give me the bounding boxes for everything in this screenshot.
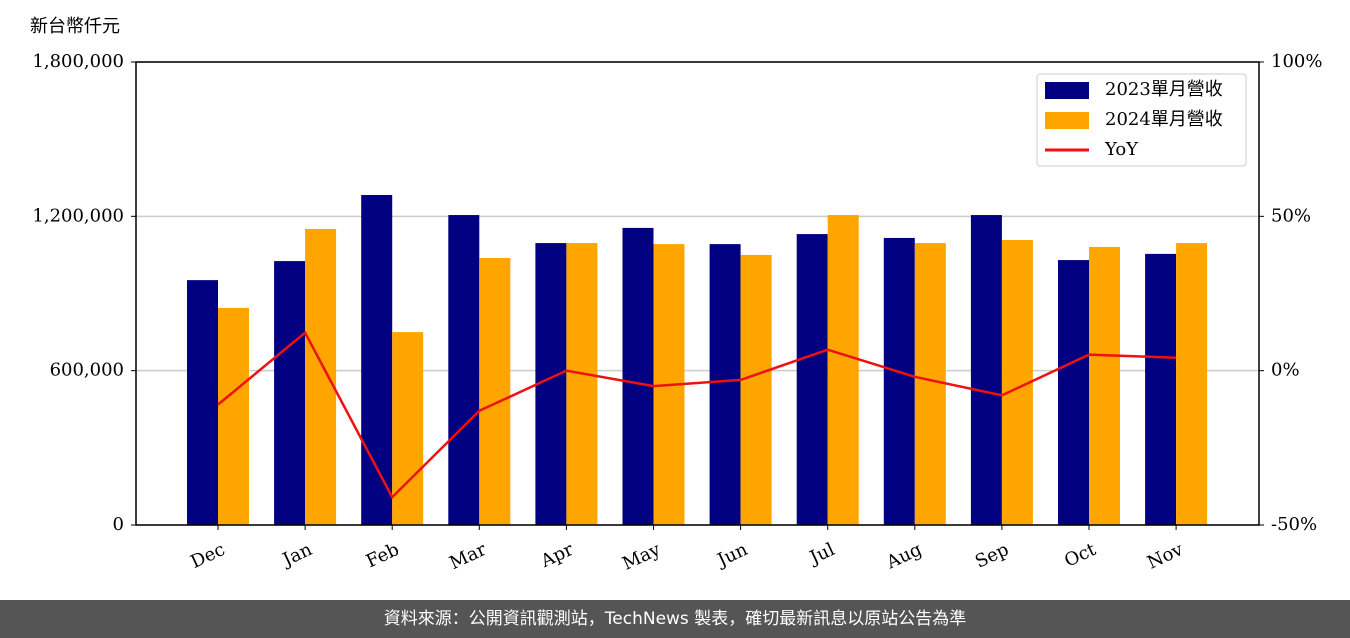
- bar: [883, 237, 915, 525]
- x-tick-label: Dec: [187, 539, 228, 573]
- bar: [622, 227, 654, 526]
- chart: 新台幣仟元 0 600,000 1,200,000 1,800,000 -50% 0% 50…: [30, 16, 1322, 575]
- bar: [535, 243, 567, 525]
- x-tick-label: Mar: [446, 539, 489, 574]
- x-tick-label: Feb: [363, 539, 402, 572]
- legend-swatch: [1045, 112, 1089, 129]
- y-axis-unit: 新台幣仟元: [30, 16, 120, 37]
- x-tick-label: Oct: [1061, 539, 1100, 572]
- y2-tick-label: -50%: [1271, 514, 1317, 535]
- plot-frame: [135, 61, 1260, 526]
- x-tick-label: May: [619, 539, 664, 575]
- x-tick-label: Aug: [883, 539, 926, 574]
- x-tick-label: Sep: [972, 539, 1012, 573]
- bar: [361, 194, 393, 525]
- legend-swatch: [1045, 82, 1089, 99]
- x-tick-label: Jul: [805, 539, 838, 569]
- bar: [1089, 246, 1120, 525]
- y-tick-label: 600,000: [50, 360, 124, 381]
- legend-label: 2023單月營收: [1105, 79, 1223, 100]
- y-tick-label: 1,800,000: [32, 51, 124, 72]
- x-tick-label: Jun: [713, 539, 752, 572]
- bar: [274, 261, 306, 525]
- x-tick-label: Jan: [278, 539, 316, 572]
- bar: [392, 332, 424, 525]
- bar: [1176, 243, 1208, 525]
- bar: [305, 228, 337, 525]
- footer: 資料來源：公開資訊觀測站，TechNews 製表，確切最新訊息以原站公告為準: [0, 600, 1350, 638]
- legend-box: [1036, 73, 1247, 167]
- bar: [218, 307, 249, 525]
- y2-tick-label: 0%: [1271, 360, 1300, 381]
- y2-tick-label: 100%: [1271, 51, 1322, 72]
- x-tick-label: Nov: [1144, 539, 1187, 574]
- bar: [1145, 253, 1177, 526]
- bar: [187, 280, 218, 525]
- line: [217, 330, 1177, 500]
- bar: [448, 215, 480, 525]
- bar: [479, 258, 511, 525]
- y2-tick-label: 50%: [1271, 205, 1311, 226]
- bar: [827, 215, 859, 525]
- bar: [914, 243, 946, 525]
- bar: [709, 244, 741, 525]
- bar: [1058, 260, 1089, 525]
- legend-label: YoY: [1104, 139, 1139, 160]
- bar: [566, 243, 598, 525]
- y-tick-label: 0: [113, 514, 124, 535]
- y-tick-label: 1,200,000: [32, 205, 124, 226]
- bar: [970, 215, 1002, 525]
- bar: [740, 254, 772, 525]
- bar: [796, 234, 828, 525]
- x-tick-label: Apr: [537, 539, 577, 573]
- legend-label: 2024單月營收: [1105, 109, 1223, 130]
